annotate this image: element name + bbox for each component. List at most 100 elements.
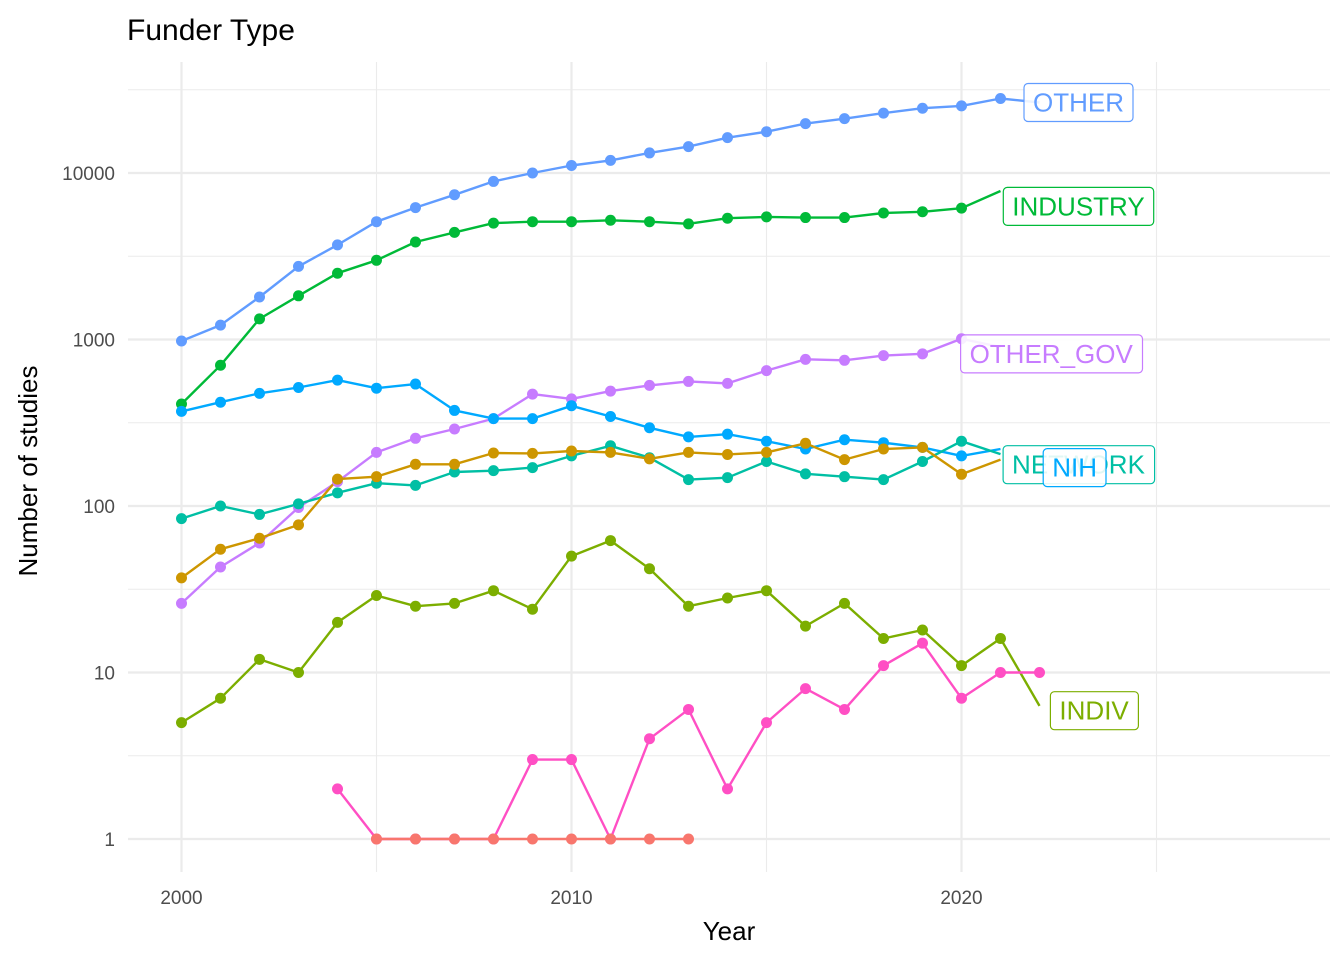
data-point [917,102,928,114]
data-point [956,100,967,112]
data-point [644,453,655,465]
data-point [800,353,811,365]
data-point [527,413,538,425]
data-point [254,532,265,544]
data-point [527,388,538,400]
data-point [410,479,421,491]
data-point [839,212,850,224]
data-point [527,462,538,474]
series-label-text: OTHER_GOV [970,339,1134,369]
data-point [878,443,889,455]
data-point [176,513,187,525]
data-point [878,107,889,119]
y-axis-title: Number of studies [13,366,43,577]
data-point [683,446,694,458]
data-point [605,446,616,458]
data-point [917,456,928,468]
series-label-box [1042,448,1107,488]
x-axis-title: Year [703,916,756,946]
data-point [800,683,811,695]
data-point [176,597,187,609]
data-point [722,428,733,440]
data-point [605,535,616,547]
series-label-box [959,334,1144,374]
data-point [449,458,460,470]
data-point [449,466,460,478]
series-label-text: NIH [1052,453,1097,483]
data-point [995,633,1006,645]
data-point [254,508,265,520]
data-point [566,400,577,412]
data-point [449,597,460,609]
data-point [410,833,421,845]
data-point [605,154,616,166]
chart-title: Funder Type [127,14,295,47]
data-point [449,404,460,416]
data-point [293,381,304,393]
data-point [956,468,967,480]
data-point [410,236,421,248]
data-point [566,754,577,766]
data-point [488,175,499,187]
data-point [371,254,382,266]
data-point [878,207,889,219]
series-label-box [1023,82,1134,123]
series-line [180,539,1041,724]
data-point [995,667,1006,678]
data-point [800,212,811,224]
data-point [293,519,304,531]
data-point [839,597,850,609]
data-point [176,405,187,417]
series-line [180,442,1001,579]
data-point [722,783,733,795]
data-point [722,448,733,460]
data-point [566,216,577,228]
data-point [995,93,1006,105]
data-point [449,226,460,238]
series-label-text: INDUSTRY [1012,191,1144,221]
data-point [527,167,538,179]
data-point [761,365,772,377]
data-point [683,703,694,715]
data-point [293,498,304,510]
data-point [917,441,928,453]
data-point [527,216,538,228]
data-point [371,382,382,394]
data-point [488,413,499,425]
data-point [917,624,928,636]
data-point [878,474,889,486]
series-label: NIH [1042,448,1107,488]
data-point [215,500,226,512]
data-point [215,561,226,573]
y-tick-label: 100 [83,497,115,518]
data-point [176,335,187,347]
data-point [488,447,499,459]
data-point [722,212,733,224]
y-tick-label: 10000 [62,164,115,185]
data-point [488,833,499,845]
data-point [410,458,421,470]
data-point [566,159,577,171]
data-point [332,267,343,279]
data-point [839,113,850,125]
series-label: INDIV [1049,691,1140,731]
data-point [761,717,772,729]
data-point [566,445,577,457]
data-point [722,377,733,389]
data-point [683,375,694,387]
data-point [527,754,538,766]
data-point [332,783,343,795]
data-point [176,717,187,729]
data-point [605,214,616,226]
data-point [605,410,616,422]
data-point [839,471,850,483]
data-point [683,474,694,486]
data-point [917,206,928,218]
data-point [215,319,226,331]
data-point [839,354,850,366]
data-point [566,833,577,845]
data-point [410,202,421,214]
data-point [410,432,421,444]
data-point [722,592,733,604]
